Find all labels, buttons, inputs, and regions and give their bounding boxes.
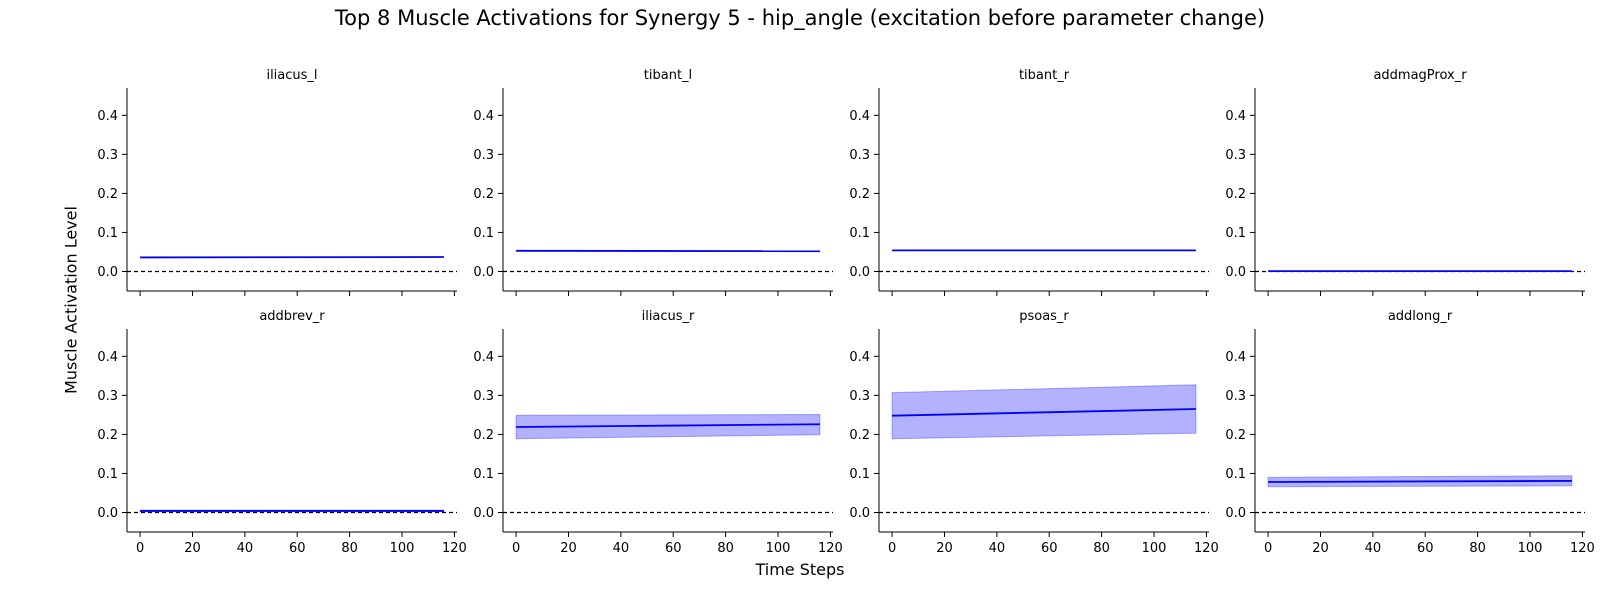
- x-tick-label: 20: [560, 541, 577, 556]
- y-tick-label: 0.0: [473, 265, 494, 280]
- subplot-title: tibant_l: [644, 68, 692, 83]
- y-tick-label: 0.1: [97, 467, 118, 482]
- mean-line: [516, 423, 820, 428]
- y-tick-label: 0.2: [849, 187, 870, 202]
- mean-line: [1268, 479, 1572, 483]
- x-tick-label: 60: [289, 541, 306, 556]
- y-tick-label: 0.4: [97, 350, 118, 365]
- subplot-tibant_l: tibant_l 0.0 0.1 0.2 0.3 0.4: [473, 68, 833, 296]
- y-tick-label: 0.0: [849, 506, 870, 521]
- y-tick-label: 0.2: [1225, 428, 1246, 443]
- figure-title: Top 8 Muscle Activations for Synergy 5 -…: [334, 6, 1266, 30]
- x-tick-label: 80: [1093, 541, 1110, 556]
- subplot-iliacus_l: iliacus_l 0.0 0.1 0.2 0.3 0.4: [97, 68, 457, 296]
- x-tick-label: 80: [717, 541, 734, 556]
- x-tick-label: 100: [766, 541, 791, 556]
- y-tick-label: 0.1: [473, 467, 494, 482]
- subplot-iliacus_r: iliacus_r 0.0 0.1 0.2 0.3 0.4 0 20 40 60 80 100 120: [473, 309, 842, 556]
- y-tick-label: 0.3: [473, 148, 494, 163]
- x-tick-label: 100: [390, 541, 415, 556]
- y-tick-label: 0.0: [97, 265, 118, 280]
- x-tick-label: 40: [1365, 541, 1382, 556]
- x-tick-label: 60: [1041, 541, 1058, 556]
- x-tick-label: 0: [1264, 541, 1272, 556]
- x-tick-label: 80: [1469, 541, 1486, 556]
- y-tick-label: 0.4: [849, 109, 870, 124]
- subplot-title: tibant_r: [1019, 68, 1070, 83]
- y-tick-label: 0.3: [1225, 389, 1246, 404]
- y-tick-label: 0.1: [849, 467, 870, 482]
- y-tick-label: 0.0: [1225, 506, 1246, 521]
- subplot-title: addmagProx_r: [1373, 68, 1467, 83]
- x-tick-label: 120: [442, 541, 467, 556]
- x-tick-label: 80: [341, 541, 358, 556]
- y-tick-label: 0.1: [473, 226, 494, 241]
- y-tick-label: 0.2: [1225, 187, 1246, 202]
- y-tick-label: 0.4: [97, 109, 118, 124]
- subplot-title: psoas_r: [1019, 309, 1069, 324]
- y-tick-label: 0.2: [473, 428, 494, 443]
- y-tick-label: 0.3: [473, 389, 494, 404]
- y-tick-label: 0.1: [1225, 467, 1246, 482]
- x-tick-label: 120: [1570, 541, 1595, 556]
- y-tick-label: 0.1: [849, 226, 870, 241]
- y-tick-label: 0.2: [849, 428, 870, 443]
- x-tick-label: 20: [184, 541, 201, 556]
- y-tick-label: 0.4: [473, 350, 494, 365]
- subplot-title: addlong_r: [1388, 309, 1453, 324]
- subplot-title: iliacus_r: [642, 309, 695, 324]
- y-tick-label: 0.3: [97, 389, 118, 404]
- x-tick-label: 40: [237, 541, 254, 556]
- x-tick-label: 20: [1312, 541, 1329, 556]
- y-tick-label: 0.4: [1225, 109, 1246, 124]
- x-tick-label: 0: [512, 541, 520, 556]
- x-axis-label: Time Steps: [755, 560, 845, 579]
- mean-line: [892, 408, 1196, 417]
- y-tick-label: 0.3: [97, 148, 118, 163]
- y-tick-label: 0.0: [1225, 265, 1246, 280]
- x-tick-label: 40: [613, 541, 630, 556]
- x-tick-label: 0: [888, 541, 896, 556]
- subplot-tibant_r: tibant_r 0.0 0.1 0.2 0.3 0.4: [849, 68, 1209, 296]
- y-tick-label: 0.0: [97, 506, 118, 521]
- y-tick-label: 0.3: [849, 389, 870, 404]
- y-tick-label: 0.4: [473, 109, 494, 124]
- y-tick-label: 0.1: [1225, 226, 1246, 241]
- y-tick-label: 0.3: [1225, 148, 1246, 163]
- subplot-psoas_r: psoas_r 0.0 0.1 0.2 0.3 0.4 0 20 40 60 80 100 120: [849, 309, 1218, 556]
- y-tick-label: 0.3: [849, 148, 870, 163]
- subplot-title: iliacus_l: [266, 68, 317, 83]
- x-tick-label: 120: [818, 541, 843, 556]
- x-tick-label: 100: [1142, 541, 1167, 556]
- x-tick-label: 100: [1518, 541, 1543, 556]
- y-tick-label: 0.0: [849, 265, 870, 280]
- subplot-addmagProx_r: addmagProx_r 0.0 0.1 0.2 0.3 0.4: [1225, 68, 1585, 296]
- x-tick-label: 60: [1417, 541, 1434, 556]
- x-tick-label: 120: [1194, 541, 1219, 556]
- x-tick-label: 60: [665, 541, 682, 556]
- x-tick-label: 0: [136, 541, 144, 556]
- subplot-title: addbrev_r: [259, 309, 325, 324]
- y-tick-label: 0.4: [849, 350, 870, 365]
- std-band: [515, 413, 821, 440]
- subplot-addbrev_r: addbrev_r 0.0 0.1 0.2 0.3 0.4 0 20 40 60 80 100 120: [97, 309, 466, 556]
- x-tick-label: 20: [936, 541, 953, 556]
- y-tick-label: 0.1: [97, 226, 118, 241]
- y-tick-label: 0.2: [473, 187, 494, 202]
- y-tick-label: 0.0: [473, 506, 494, 521]
- y-tick-label: 0.2: [97, 187, 118, 202]
- y-tick-label: 0.2: [97, 428, 118, 443]
- x-tick-label: 40: [989, 541, 1006, 556]
- y-tick-label: 0.4: [1225, 350, 1246, 365]
- subplot-addlong_r: addlong_r 0.0 0.1 0.2 0.3 0.4 0 20 40 60 80 100 120: [1225, 309, 1594, 556]
